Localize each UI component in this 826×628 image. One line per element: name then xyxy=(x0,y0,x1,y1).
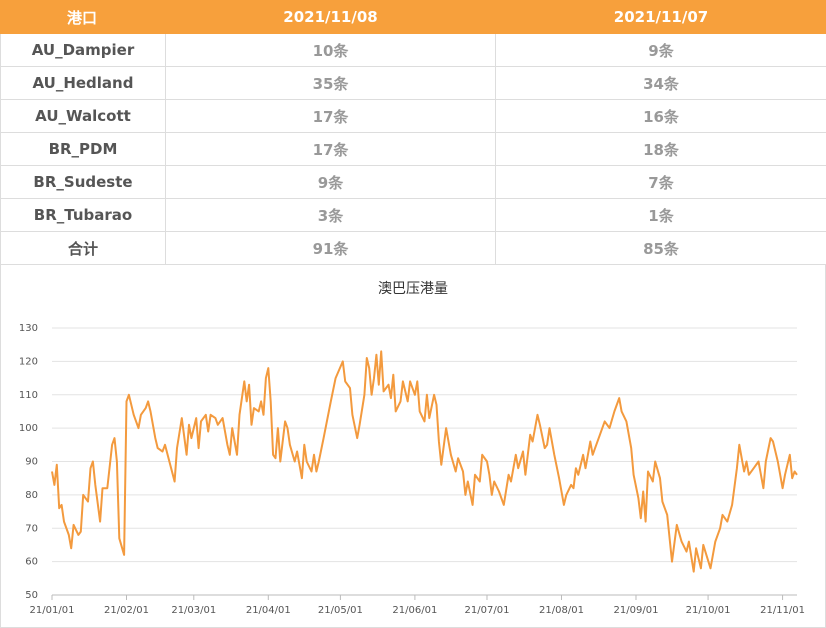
table-cell: 17条 xyxy=(165,132,496,166)
table-cell: 85条 xyxy=(495,231,826,265)
x-tick-label: 21/08/01 xyxy=(539,605,584,616)
table-cell: 9条 xyxy=(165,165,496,199)
x-tick-label: 21/02/01 xyxy=(104,605,149,616)
x-tick-label: 21/03/01 xyxy=(171,605,216,616)
line-series xyxy=(51,350,798,573)
table-cell: 3条 xyxy=(165,198,496,232)
header-cell: 2021/11/08 xyxy=(165,0,496,34)
table-cell: AU_Dampier xyxy=(0,33,166,67)
y-tick-label: 60 xyxy=(25,557,38,568)
table-row: BR_Tubarao 3条 1条 xyxy=(0,198,826,232)
table-cell: BR_PDM xyxy=(0,132,166,166)
table-cell: 16条 xyxy=(495,99,826,133)
table-cell: 34条 xyxy=(495,66,826,100)
header-cell: 2021/11/07 xyxy=(495,0,826,34)
chart-title: 澳巴压港量 xyxy=(378,281,448,297)
y-tick-label: 50 xyxy=(25,590,38,601)
table-body: AU_Dampier 10条 9条 AU_Hedland 35条 34条 AU_Walcot… xyxy=(0,33,826,265)
y-tick-label: 80 xyxy=(25,490,38,501)
x-tick-label: 21/05/01 xyxy=(318,605,363,616)
table-cell: BR_Sudeste xyxy=(0,165,166,199)
x-tick-label: 21/11/01 xyxy=(760,605,805,616)
y-tick-label: 70 xyxy=(25,523,38,534)
x-tick-label: 21/09/01 xyxy=(614,605,659,616)
y-tick-label: 120 xyxy=(19,356,38,367)
table-row: AU_Dampier 10条 9条 xyxy=(0,33,826,67)
y-tick-label: 90 xyxy=(25,457,38,468)
table-cell: 17条 xyxy=(165,99,496,133)
table-cell: 合计 xyxy=(0,231,166,265)
x-tick-label: 21/07/01 xyxy=(465,605,510,616)
x-tick-label: 21/04/01 xyxy=(246,605,291,616)
x-tick-label: 21/06/01 xyxy=(392,605,437,616)
table-row: BR_Sudeste 9条 7条 xyxy=(0,165,826,199)
table-cell: AU_Hedland xyxy=(0,66,166,100)
table-cell: BR_Tubarao xyxy=(0,198,166,232)
table-cell: 18条 xyxy=(495,132,826,166)
y-tick-label: 110 xyxy=(19,390,38,401)
table-cell: 35条 xyxy=(165,66,496,100)
chart-frame xyxy=(0,264,826,628)
chart: 澳巴压港量 50 60 70 80 90 100 110 120 130 21/01/01 21/0… xyxy=(0,264,826,628)
table-cell: 10条 xyxy=(165,33,496,67)
table-cell: 91条 xyxy=(165,231,496,265)
x-tick-label: 21/10/01 xyxy=(686,605,731,616)
table-cell: 1条 xyxy=(495,198,826,232)
table-row: AU_Walcott 17条 16条 xyxy=(0,99,826,133)
table-cell: 7条 xyxy=(495,165,826,199)
y-tick-label: 100 xyxy=(19,423,38,434)
header-row: 港口 2021/11/08 2021/11/07 xyxy=(0,0,826,34)
table-row: 合计 91条 85条 xyxy=(0,231,826,265)
y-tick-label: 130 xyxy=(19,323,38,334)
table-row: BR_PDM 17条 18条 xyxy=(0,132,826,166)
table-cell: AU_Walcott xyxy=(0,99,166,133)
x-tick-label: 21/01/01 xyxy=(30,605,75,616)
table-row: AU_Hedland 35条 34条 xyxy=(0,66,826,100)
header-cell: 港口 xyxy=(0,0,166,34)
table-cell: 9条 xyxy=(495,33,826,67)
port-table: 港口 2021/11/08 2021/11/07 AU_Dampier 10条 9条 AU… xyxy=(0,0,826,265)
